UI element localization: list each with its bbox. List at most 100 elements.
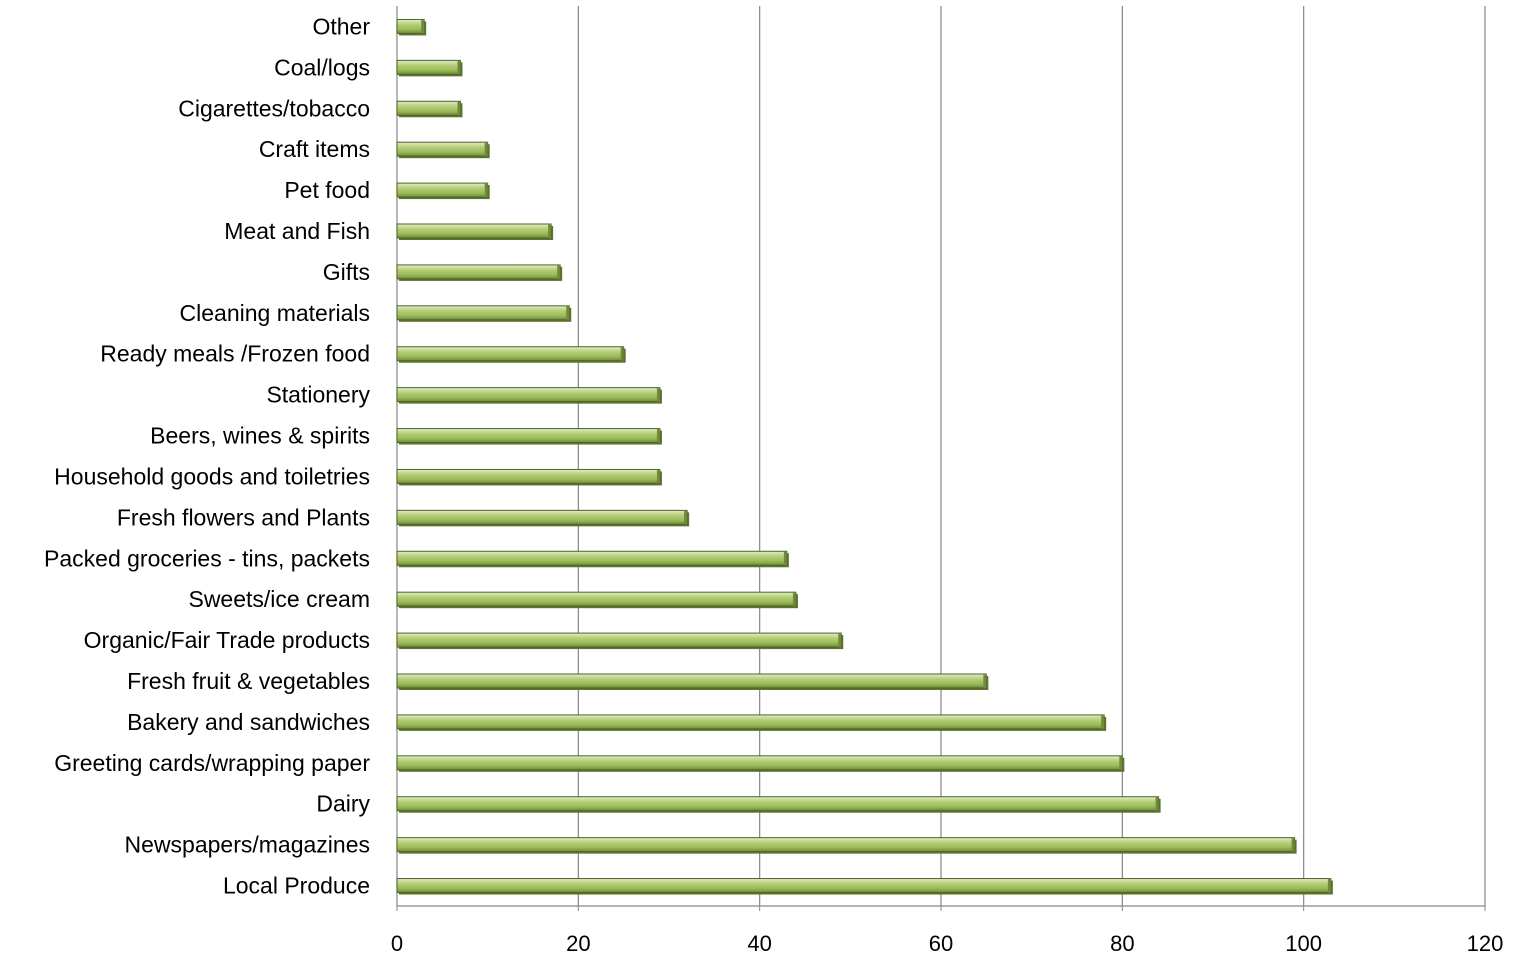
bar-face — [396, 468, 661, 484]
bar — [396, 755, 1125, 772]
bar-end-cap — [656, 387, 660, 402]
bar — [396, 878, 1333, 895]
category-label: Household goods and toiletries — [54, 463, 370, 489]
bar-end-cap — [684, 510, 688, 525]
x-tick-label: 20 — [566, 931, 590, 954]
bar-face — [396, 632, 842, 648]
bar-face — [396, 59, 461, 75]
bar — [396, 59, 463, 77]
bar-face — [396, 18, 425, 34]
bar-face — [396, 550, 788, 566]
category-label: Sweets/ice cream — [188, 586, 370, 612]
x-tick-labels: 0 20 40 60 80 100 120 — [391, 931, 1504, 956]
bar-end-cap — [484, 183, 488, 198]
bar-face — [396, 714, 1105, 730]
bar — [396, 264, 563, 281]
bars — [396, 18, 1333, 895]
bar-end-cap — [1119, 755, 1123, 770]
bar-end-cap — [484, 142, 488, 157]
category-label: Beers, wines & spirits — [150, 423, 370, 449]
bar-face — [396, 141, 489, 157]
x-tick-label: 0 — [391, 931, 403, 954]
category-label: Cigarettes/tobacco — [178, 95, 370, 121]
category-label: Bakery and sandwiches — [127, 709, 370, 735]
category-label: Gifts — [323, 259, 370, 285]
bar-end-cap — [457, 60, 461, 75]
bar-end-cap — [838, 633, 842, 648]
bar-face — [396, 182, 489, 198]
bar-end-cap — [656, 469, 660, 484]
bar-face — [396, 428, 661, 444]
category-label: Coal/logs — [274, 54, 370, 80]
bar-end-cap — [566, 305, 570, 320]
x-tick-label: 120 — [1467, 931, 1504, 954]
bar — [396, 346, 626, 363]
bar-end-cap — [1291, 837, 1295, 852]
category-label: Newspapers/magazines — [125, 832, 370, 858]
category-label: Pet food — [284, 177, 370, 203]
bar — [396, 673, 989, 690]
bar-face — [396, 509, 688, 525]
bar-end-cap — [1327, 878, 1331, 893]
category-label: Dairy — [316, 791, 370, 817]
bar-end-cap — [783, 551, 787, 566]
category-label: Cleaning materials — [180, 300, 370, 326]
bar-end-cap — [457, 101, 461, 116]
x-tick-label: 40 — [747, 931, 771, 954]
category-label: Organic/Fair Trade products — [84, 627, 370, 653]
bar-end-cap — [548, 224, 552, 238]
bar — [396, 305, 572, 322]
category-label: Ready meals /Frozen food — [100, 341, 370, 367]
bar-end-cap — [1101, 714, 1105, 729]
bar-end-cap — [620, 346, 624, 361]
bar-face — [396, 346, 625, 362]
bar — [396, 837, 1297, 854]
bar — [396, 387, 662, 404]
bar-face — [396, 223, 552, 239]
bar — [396, 223, 554, 240]
bar — [396, 714, 1107, 731]
bar-face — [396, 264, 561, 280]
bar-end-cap — [1155, 796, 1159, 811]
category-label: Local Produce — [223, 873, 370, 899]
bar — [396, 550, 789, 568]
x-tick-label: 80 — [1110, 931, 1134, 954]
bar-face — [396, 387, 661, 403]
x-tick-label: 100 — [1285, 931, 1322, 954]
bar-face — [396, 837, 1296, 853]
bar-face — [396, 878, 1332, 894]
bar — [396, 100, 463, 118]
bar-end-cap — [656, 428, 660, 443]
category-label: Fresh fruit & vegetables — [127, 668, 370, 694]
bar-face — [396, 755, 1123, 771]
category-label: Stationery — [266, 382, 370, 408]
bar-end-cap — [983, 674, 987, 688]
bar — [396, 141, 490, 159]
category-label: Craft items — [259, 136, 370, 162]
bar — [396, 509, 690, 527]
bar-face — [396, 673, 987, 689]
x-tick-label: 60 — [929, 931, 953, 954]
category-labels: Other Coal/logs Cigarettes/tobacco Craft it… — [44, 13, 370, 898]
bar-face — [396, 100, 461, 116]
bar-face — [396, 305, 570, 321]
bar — [396, 18, 427, 36]
bar — [396, 591, 798, 609]
bar-face — [396, 796, 1160, 812]
bar — [396, 632, 844, 650]
bar-face — [396, 591, 797, 607]
category-label: Greeting cards/wrapping paper — [54, 750, 370, 776]
category-label: Fresh flowers and Plants — [117, 504, 370, 530]
bar — [396, 428, 662, 445]
bar — [396, 468, 662, 486]
bar — [396, 182, 490, 200]
category-label: Packed groceries - tins, packets — [44, 545, 370, 571]
category-label: Other — [312, 13, 370, 39]
bar-end-cap — [421, 19, 425, 34]
bar-end-cap — [557, 264, 561, 279]
bar-end-cap — [792, 592, 796, 607]
category-label: Meat and Fish — [224, 218, 370, 244]
bar — [396, 796, 1161, 813]
